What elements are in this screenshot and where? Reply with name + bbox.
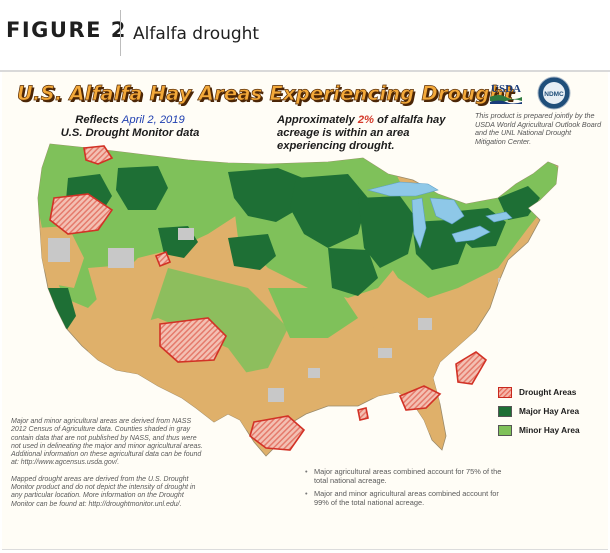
legend-label-minor-hay: Minor Hay Area	[519, 425, 580, 435]
us-alfalfa-map	[37, 143, 559, 457]
header-divider	[120, 10, 121, 56]
method-note-drought: Mapped drought areas are derived from th…	[11, 475, 196, 508]
legend-item-minor-hay: Minor Hay Area	[498, 422, 606, 438]
legend-swatch-major-hay	[498, 405, 512, 417]
map-title: U.S. Alfalfa Hay Areas Experiencing Drou…	[17, 82, 514, 106]
figure-header: FIGURE 2 Alfalfa drought	[0, 0, 610, 70]
acreage-notes: • Major agricultural areas combined acco…	[305, 467, 505, 512]
drought-areas	[49, 145, 488, 451]
drought-area-oregon	[49, 193, 114, 235]
drought-area-four-corners	[159, 317, 227, 363]
source-line: U.S. Drought Monitor data	[60, 127, 200, 139]
approx-percent: 2%	[357, 114, 374, 126]
drought-area-georgia	[398, 385, 442, 411]
approx-prefix: Approximately	[277, 114, 355, 126]
method-notes: Major and minor agricultural areas are d…	[11, 418, 206, 517]
usda-logo-text: USDA	[491, 83, 521, 95]
map-legend: Drought Areas Major Hay Area Minor Hay A…	[498, 384, 606, 441]
drought-area-louisiana	[357, 407, 369, 421]
legend-label-major-hay: Major Hay Area	[519, 406, 580, 416]
bullet-icon: •	[305, 467, 308, 476]
usda-logo: USDA	[490, 83, 522, 104]
figure-title: Alfalfa drought	[133, 24, 260, 44]
drought-area-carolinas	[455, 351, 488, 385]
reflects-line: Reflects April 2, 2019	[0, 114, 260, 127]
legend-item-major-hay: Major Hay Area	[498, 403, 606, 419]
drought-area-pacific-northwest	[83, 145, 114, 165]
legend-item-drought: Drought Areas	[498, 384, 606, 400]
bullet-icon: •	[305, 489, 308, 499]
acreage-statement: Approximately 2% of alfalfa hay acreage …	[277, 114, 477, 153]
legend-label-drought: Drought Areas	[519, 387, 577, 397]
header-rule	[0, 70, 610, 72]
approx-rest: of alfalfa hay acreage is within an area…	[277, 114, 446, 152]
drought-area-idaho	[154, 250, 172, 268]
reflects-prefix: Reflects	[75, 114, 119, 126]
acreage-note-major-text: Major agricultural areas combined accoun…	[314, 467, 502, 485]
ndmc-logo: NDMC	[537, 76, 571, 110]
legend-swatch-minor-hay	[498, 424, 512, 436]
acreage-note-major: • Major agricultural areas combined acco…	[305, 467, 505, 485]
great-lakes	[366, 181, 513, 249]
figure-label: FIGURE 2	[6, 18, 127, 42]
credit-note: This product is prepared jointly by the …	[475, 111, 602, 146]
acreage-note-combined: • Major and minor agricultural areas com…	[305, 489, 505, 507]
drought-area-texas	[249, 415, 306, 451]
method-note-ag-areas: Major and minor agricultural areas are d…	[11, 418, 203, 467]
legend-swatch-drought	[498, 386, 512, 398]
acreage-note-combined-text: Major and minor agricultural areas combi…	[314, 489, 499, 507]
reflects-date: April 2, 2019	[121, 114, 185, 126]
ndmc-logo-text: NDMC	[544, 91, 564, 98]
